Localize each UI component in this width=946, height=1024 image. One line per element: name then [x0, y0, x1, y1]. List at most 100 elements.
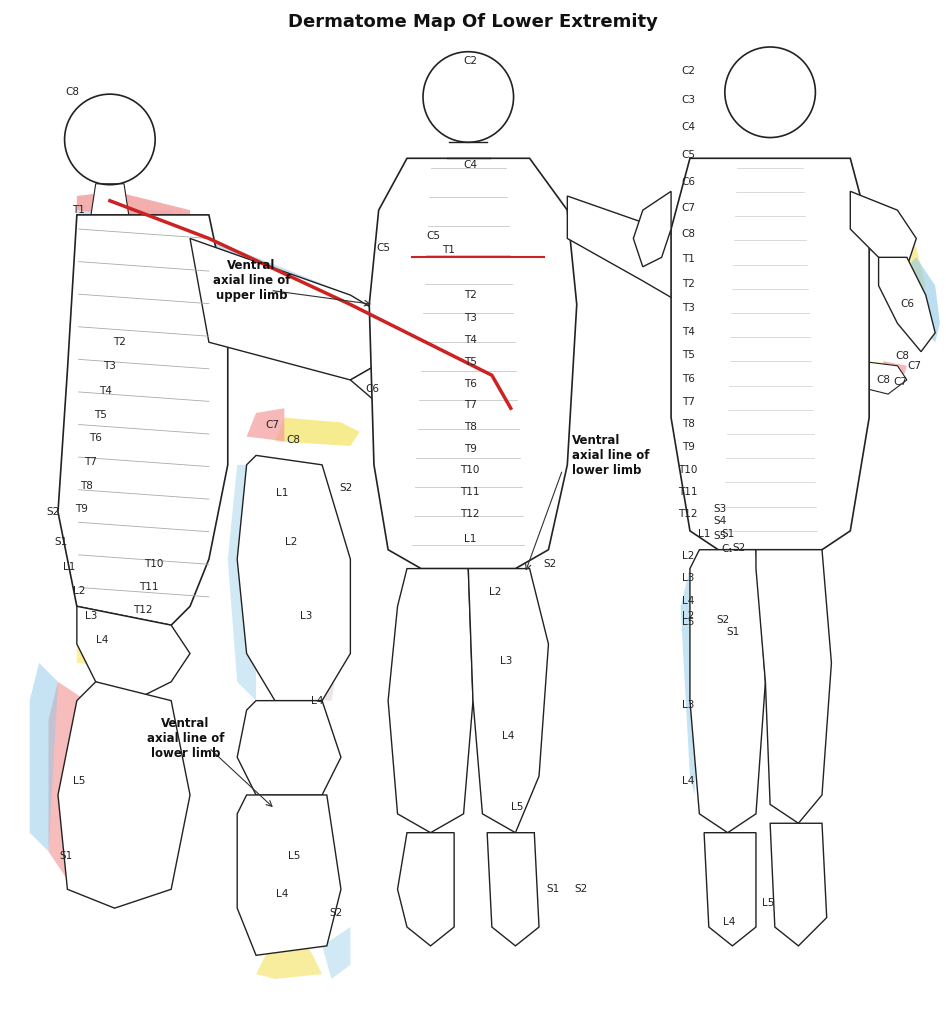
Text: Ventral
axial line of
upper limb: Ventral axial line of upper limb: [213, 259, 290, 302]
Text: C7: C7: [907, 360, 921, 371]
Text: C4: C4: [681, 122, 695, 132]
Text: T9: T9: [75, 504, 88, 514]
Text: L2: L2: [682, 610, 694, 621]
Text: T8: T8: [79, 480, 93, 490]
Text: L4: L4: [724, 918, 736, 928]
Text: T3: T3: [682, 303, 694, 313]
Text: T8: T8: [464, 422, 477, 432]
Text: S2: S2: [575, 885, 588, 894]
Text: L3: L3: [85, 610, 97, 621]
Polygon shape: [756, 568, 822, 823]
Polygon shape: [256, 946, 322, 979]
Text: S2: S2: [544, 559, 557, 569]
Text: L3: L3: [499, 656, 512, 666]
Polygon shape: [77, 191, 190, 239]
Text: S1: S1: [721, 528, 734, 539]
Text: T4: T4: [464, 335, 477, 345]
Text: Dermatome Map Of Lower Extremity: Dermatome Map Of Lower Extremity: [289, 12, 657, 31]
Text: S2: S2: [46, 507, 60, 517]
Polygon shape: [209, 239, 397, 351]
Text: L4: L4: [682, 776, 694, 785]
Polygon shape: [888, 229, 926, 314]
Polygon shape: [694, 568, 756, 828]
Text: S2: S2: [716, 615, 729, 626]
Text: S2: S2: [329, 908, 342, 918]
Text: T11: T11: [461, 487, 480, 498]
Text: T2: T2: [682, 279, 694, 289]
Polygon shape: [690, 550, 765, 833]
Text: L1: L1: [63, 562, 76, 571]
Text: T11: T11: [678, 487, 698, 498]
Polygon shape: [247, 409, 285, 441]
Polygon shape: [275, 418, 359, 446]
Text: T5: T5: [682, 350, 694, 360]
Text: S1: S1: [727, 627, 740, 637]
Polygon shape: [237, 795, 341, 955]
Text: L5: L5: [682, 617, 694, 628]
Text: C₁: C₁: [721, 544, 732, 554]
Polygon shape: [756, 550, 832, 823]
Text: L2: L2: [74, 586, 86, 596]
Text: S1: S1: [547, 885, 560, 894]
Text: C8: C8: [681, 228, 695, 239]
Polygon shape: [884, 361, 907, 382]
Polygon shape: [322, 927, 350, 979]
Polygon shape: [850, 191, 907, 257]
Polygon shape: [487, 833, 539, 946]
Polygon shape: [634, 191, 671, 267]
Polygon shape: [638, 191, 671, 233]
Text: L1: L1: [464, 535, 477, 545]
Text: T6: T6: [682, 374, 694, 384]
Text: T12: T12: [133, 605, 152, 615]
Polygon shape: [568, 196, 756, 324]
Polygon shape: [680, 568, 699, 795]
Text: C5: C5: [377, 243, 391, 253]
Text: T3: T3: [464, 312, 477, 323]
Polygon shape: [492, 418, 568, 456]
Text: S4: S4: [713, 516, 727, 526]
Text: L5: L5: [511, 802, 523, 812]
Text: T3: T3: [103, 360, 116, 371]
Text: C5: C5: [427, 230, 441, 241]
Polygon shape: [237, 456, 350, 700]
Polygon shape: [879, 257, 936, 351]
Polygon shape: [77, 635, 162, 673]
Text: L5: L5: [288, 851, 300, 861]
Polygon shape: [48, 682, 86, 880]
Text: T8: T8: [682, 419, 694, 429]
Polygon shape: [252, 805, 331, 946]
Polygon shape: [228, 465, 256, 700]
Polygon shape: [412, 838, 449, 937]
Polygon shape: [256, 568, 341, 700]
Text: T10: T10: [678, 465, 698, 474]
Text: T7: T7: [84, 457, 97, 467]
Text: L2: L2: [682, 551, 694, 561]
Text: T4: T4: [98, 386, 112, 396]
Text: T11: T11: [139, 583, 158, 593]
Polygon shape: [770, 823, 827, 946]
Polygon shape: [77, 606, 190, 700]
Polygon shape: [912, 257, 940, 342]
Text: T9: T9: [464, 443, 477, 454]
Polygon shape: [709, 838, 737, 932]
Text: T1: T1: [682, 254, 694, 264]
Polygon shape: [568, 196, 709, 286]
Polygon shape: [190, 239, 416, 380]
Text: L1: L1: [276, 488, 289, 498]
Text: L4: L4: [96, 635, 109, 645]
Text: T2: T2: [113, 337, 126, 347]
Text: T9: T9: [682, 442, 694, 452]
Polygon shape: [77, 210, 416, 380]
Polygon shape: [704, 838, 756, 941]
Text: T1: T1: [72, 205, 85, 215]
Polygon shape: [850, 191, 917, 267]
Polygon shape: [29, 663, 58, 852]
Text: L3: L3: [300, 610, 312, 621]
Text: T10: T10: [145, 559, 164, 569]
Text: T6: T6: [89, 433, 102, 443]
Polygon shape: [468, 568, 549, 833]
Text: T4: T4: [682, 327, 694, 337]
Polygon shape: [407, 700, 464, 823]
Text: C4: C4: [464, 160, 477, 170]
Text: T12: T12: [461, 509, 480, 519]
